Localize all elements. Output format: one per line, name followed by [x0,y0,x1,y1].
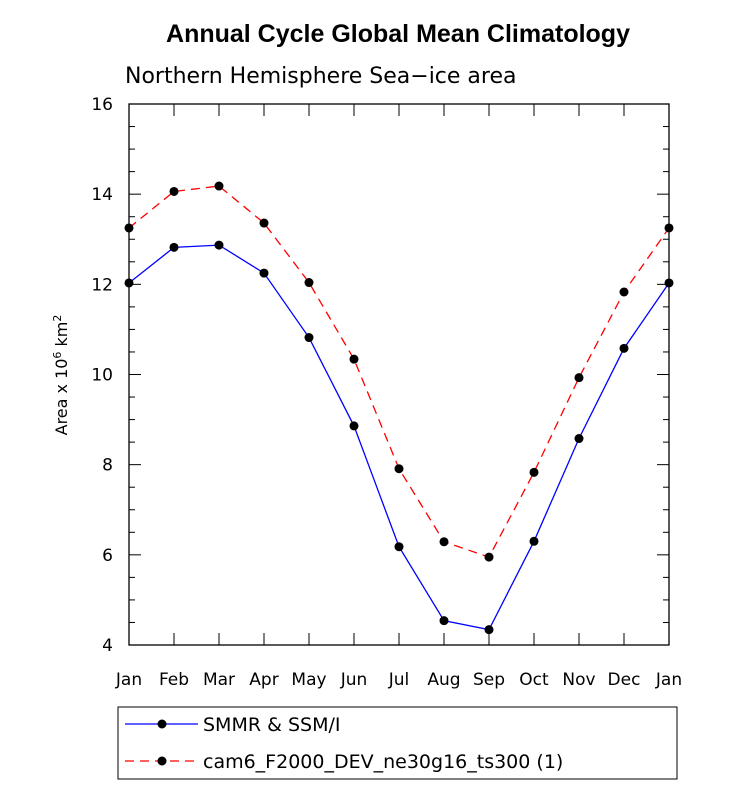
series-1-point [529,467,539,477]
x-tick-label: Jan [655,670,682,690]
series-1-point [619,287,629,297]
plot-frame [128,103,670,646]
x-tick-label: Feb [159,670,189,690]
series-1-point [169,186,179,196]
x-tick-label: Jan [115,670,142,690]
y-tick-label: 6 [102,546,113,566]
series-0-point [619,343,629,353]
legend-marker-cam6 [157,756,167,766]
series-1-point [304,278,314,288]
x-tick-label: Nov [562,670,595,690]
x-tick-label: Jun [340,670,368,690]
series-0-point [439,616,449,626]
x-tick-label: Dec [608,670,641,690]
legend-box [117,706,678,780]
series-1-point [439,537,449,547]
y-axis-label-exponent: 6 [51,352,64,359]
x-tick-label: Oct [519,670,549,690]
series-0-point [529,536,539,546]
series-1-point [484,552,494,562]
legend: SMMR & SSM/I cam6_F2000_DEV_ne30g16_ts30… [117,706,678,780]
series-0-point [349,421,359,431]
series-line-1 [128,185,670,558]
series-1-point [574,373,584,383]
chart-title: Annual Cycle Global Mean Climatology [166,20,630,48]
y-tick-label: 8 [102,456,113,476]
series-0-point [574,434,584,444]
series-1-point [394,464,404,474]
y-axis-label-main: Area x 10 [52,359,71,436]
y-tick-label: 12 [91,275,113,295]
y-axis-label: Area x 106 km2 [51,315,71,436]
y-tick-label: 4 [102,636,113,656]
axis-ticks [128,103,670,646]
series-0-point [484,625,494,635]
y-axis-label-unit-exponent: 2 [51,315,64,322]
legend-label-cam6: cam6_F2000_DEV_ne30g16_ts300 (1) [203,751,563,773]
series-line-0 [128,244,670,631]
series-0-point [259,268,269,278]
x-tick-label: Aug [427,670,460,690]
x-tick-label: Mar [203,670,235,690]
y-tick-label: 16 [91,95,113,115]
series-1-point [349,354,359,364]
x-tick-label: Sep [473,670,505,690]
legend-marker-smmr [157,719,167,729]
legend-label-smmr: SMMR & SSM/I [203,714,340,736]
series-0-point [214,240,224,250]
chart-subtitle: Northern Hemisphere Sea−ice area [125,64,517,89]
series-1-point [259,218,269,228]
x-tick-label: May [291,670,326,690]
series-0-point [394,542,404,552]
y-tick-label: 10 [91,366,113,386]
series-1-point [214,181,224,191]
series-layer [124,181,674,635]
series-0-point [304,333,314,343]
x-tick-label: Apr [249,670,278,690]
tick-labels: Jan Feb Mar Apr May Jun Jul Aug Sep Oct Nov Dec Jan4… [91,95,682,690]
x-tick-label: Jul [388,670,410,690]
y-axis-label-unit: km [52,322,71,352]
series-0-point [169,242,179,252]
y-tick-label: 14 [91,185,113,205]
